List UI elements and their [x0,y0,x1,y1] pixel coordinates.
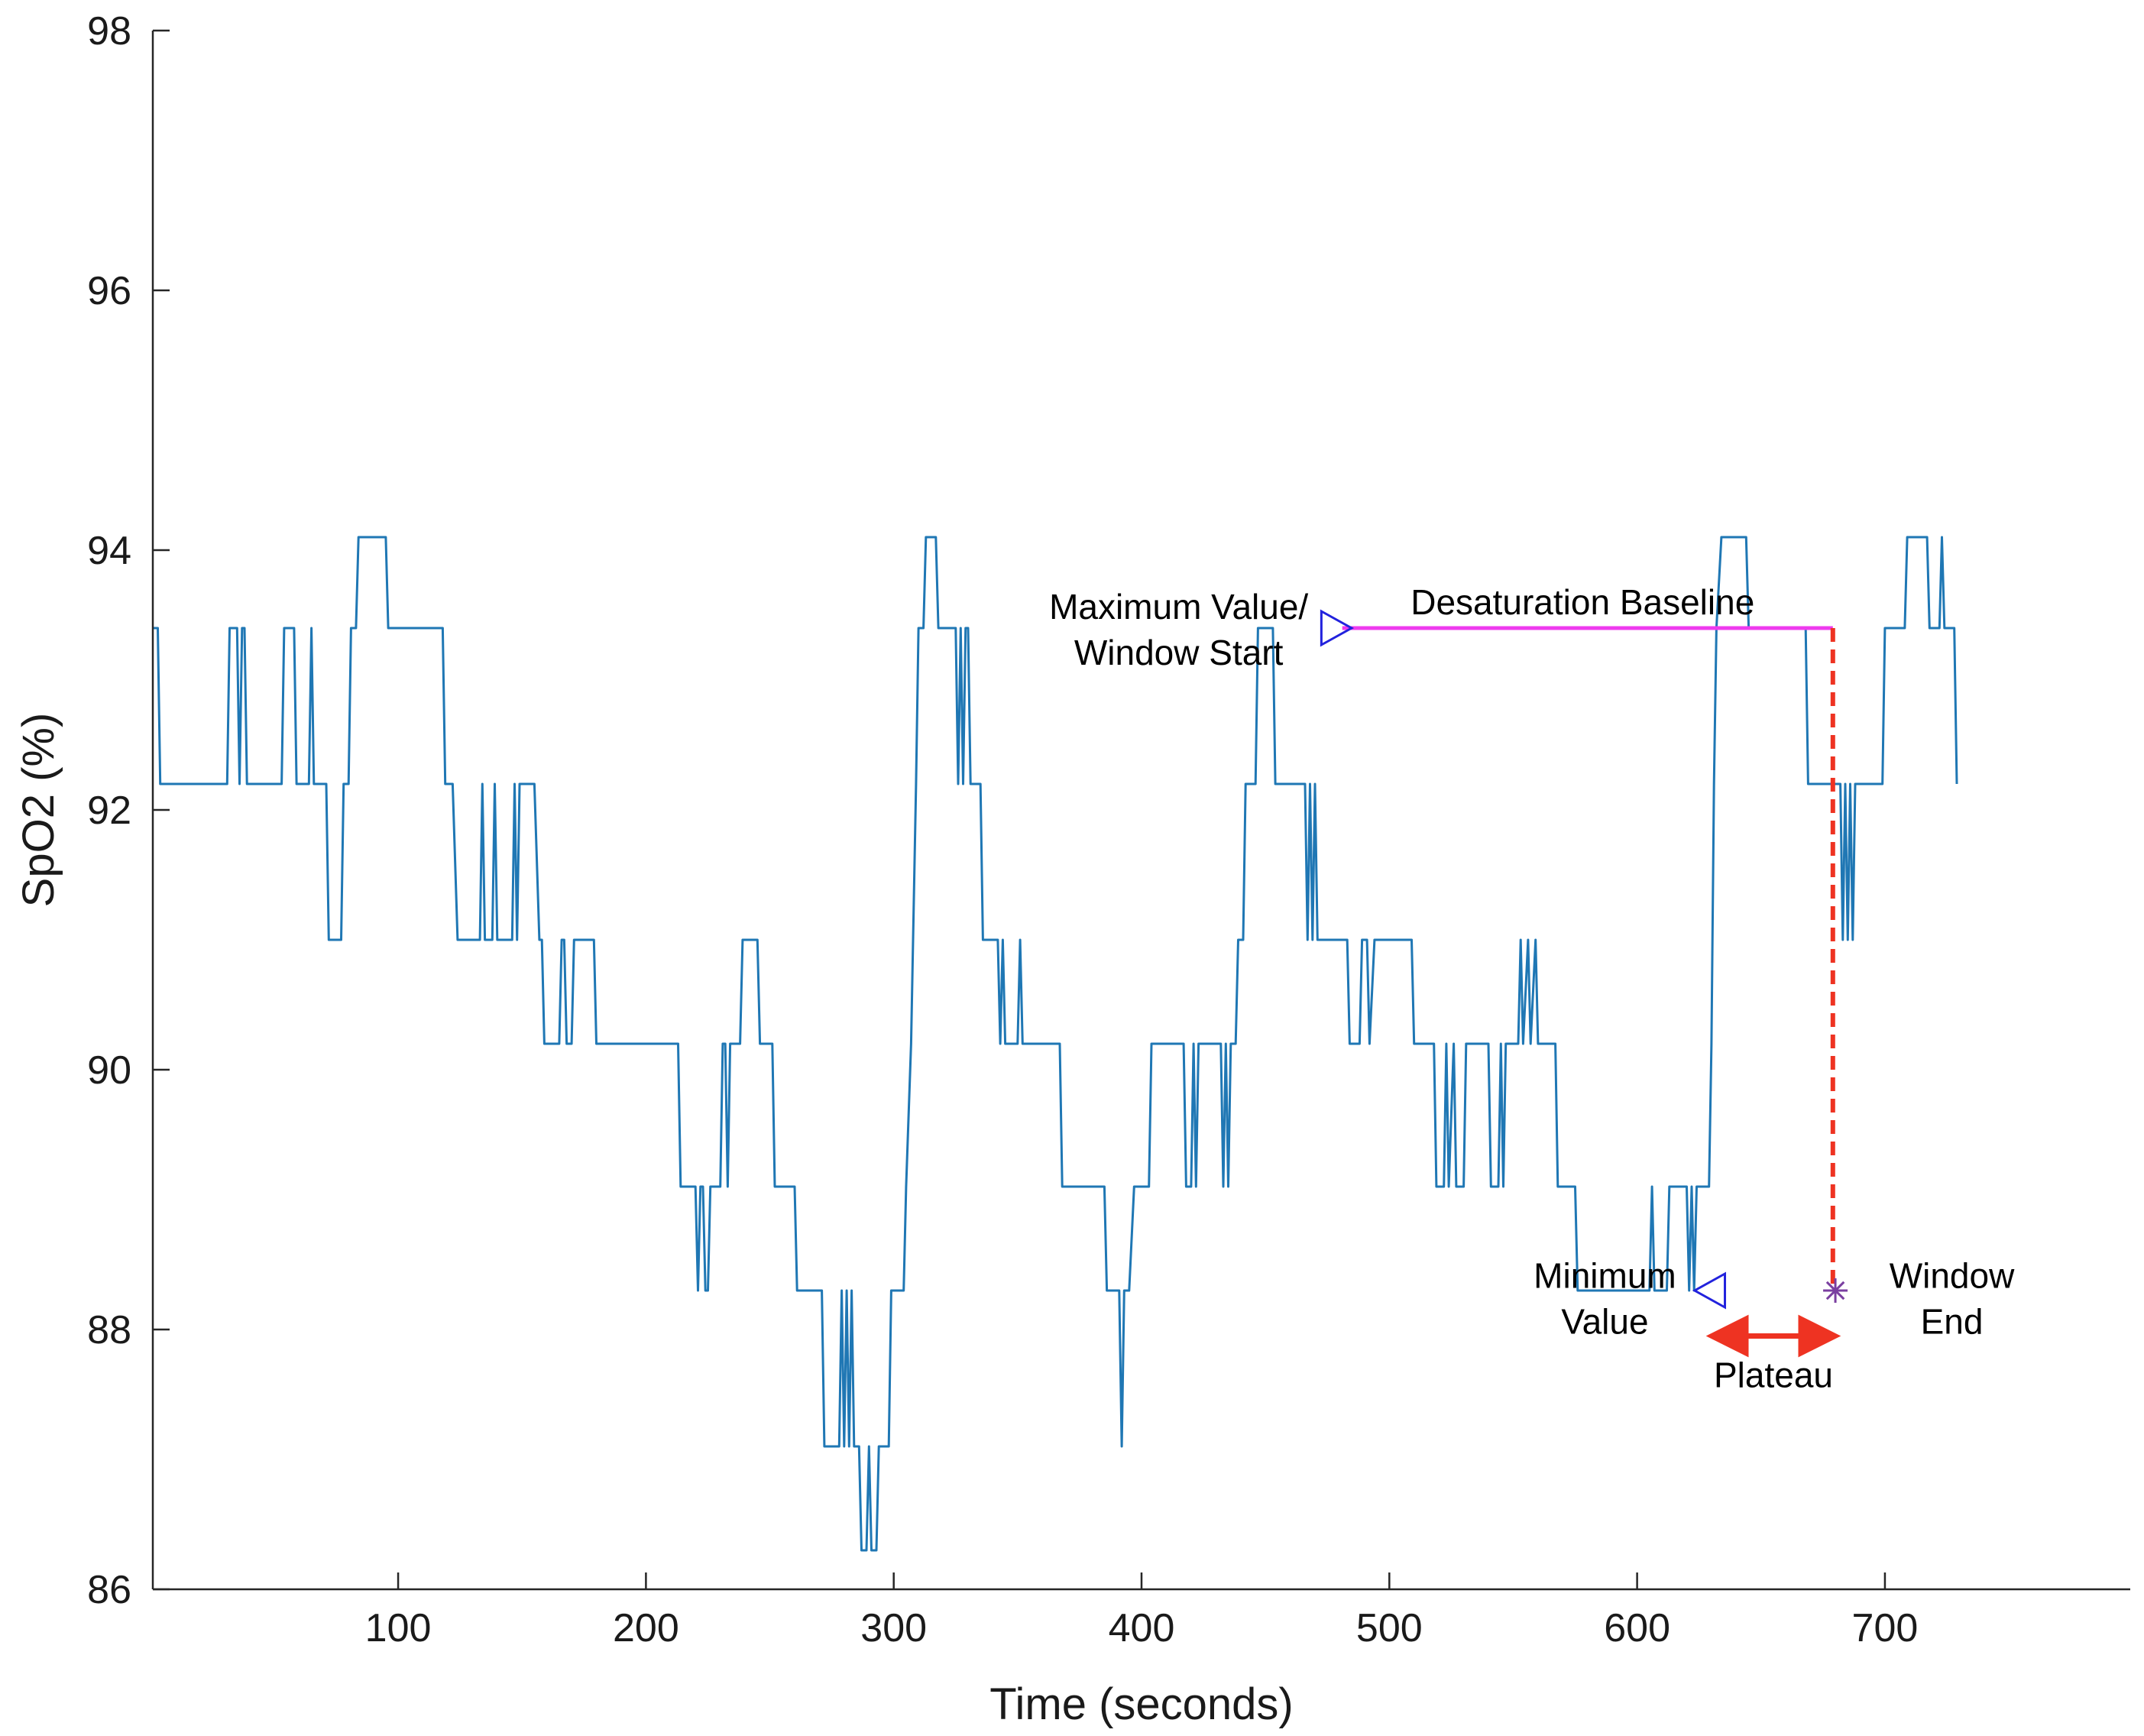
series-spo2 [153,536,1958,1552]
x-tick-label: 200 [613,1606,679,1650]
x-tick-label: 700 [1852,1606,1919,1650]
annotation-window-end-line: End [1921,1302,1984,1342]
annotation-maximum-value-line: Maximum Value/ [1049,587,1308,627]
y-tick-label: 86 [87,1568,131,1612]
window-end-marker [1823,1278,1848,1303]
x-tick-label: 100 [365,1606,432,1650]
annotation-desaturation-baseline-line: Desaturation Baseline [1410,582,1754,622]
y-tick-label: 90 [87,1048,131,1093]
annotation-minimum-value-line: Value [1561,1302,1648,1342]
x-tick-label: 600 [1604,1606,1670,1650]
maximum-value-marker [1320,609,1355,647]
annotation-maximum-value-line: Window Start [1074,633,1284,672]
annotation-minimum-value-line: Minimum [1534,1256,1676,1296]
y-tick-label: 88 [87,1308,131,1352]
annotations: Maximum Value/Window Start Desaturation B… [1049,582,2015,1395]
x-axis-label: Time (seconds) [989,1679,1294,1729]
plot-area [153,536,1958,1552]
x-tick-label: 500 [1356,1606,1423,1650]
y-tick-label: 94 [87,529,131,573]
annotation-window-end-line: Window [1890,1256,2015,1296]
y-tick-label: 98 [87,9,131,53]
axes: 100 200 300 400 500 600 700 86 88 90 92 94 96 98 [87,9,2130,1650]
y-tick-label: 96 [87,269,131,313]
y-axis-label: SpO2 (%) [14,713,63,908]
x-tick-label: 400 [1109,1606,1175,1650]
annotation-plateau-line: Plateau [1714,1355,1833,1395]
x-tick-label: 300 [860,1606,927,1650]
y-tick-label: 92 [87,789,131,833]
minimum-value-marker [1692,1271,1727,1310]
